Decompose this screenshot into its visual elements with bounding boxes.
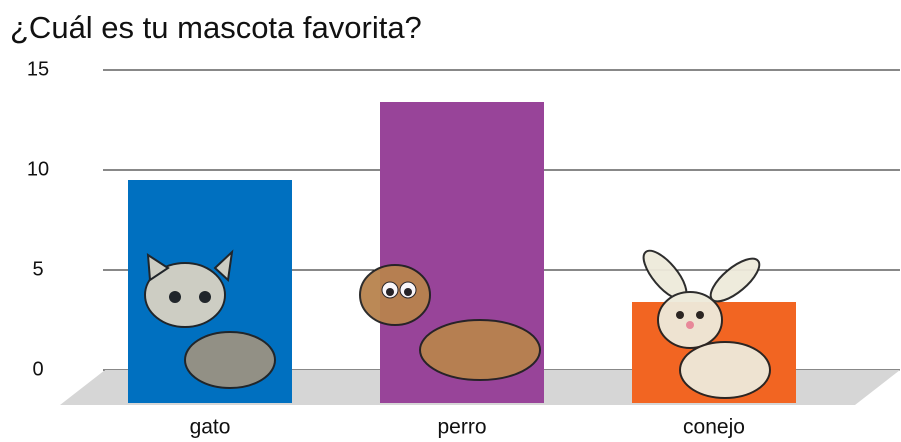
x-tick-label: gato (190, 416, 231, 439)
cat-illustration (144, 249, 276, 389)
y-tick-label: 15 (27, 58, 49, 80)
rabbit-illustration (642, 249, 771, 399)
y-tick-label: 5 (32, 258, 43, 280)
y-tick-label: 10 (27, 158, 49, 180)
x-tick-label: perro (437, 416, 486, 439)
y-tick-label: 0 (32, 358, 43, 380)
dog-illustration (359, 264, 541, 381)
x-tick-label: conejo (683, 416, 745, 439)
chart-title: ¿Cuál es tu mascota favorita? (10, 10, 422, 45)
